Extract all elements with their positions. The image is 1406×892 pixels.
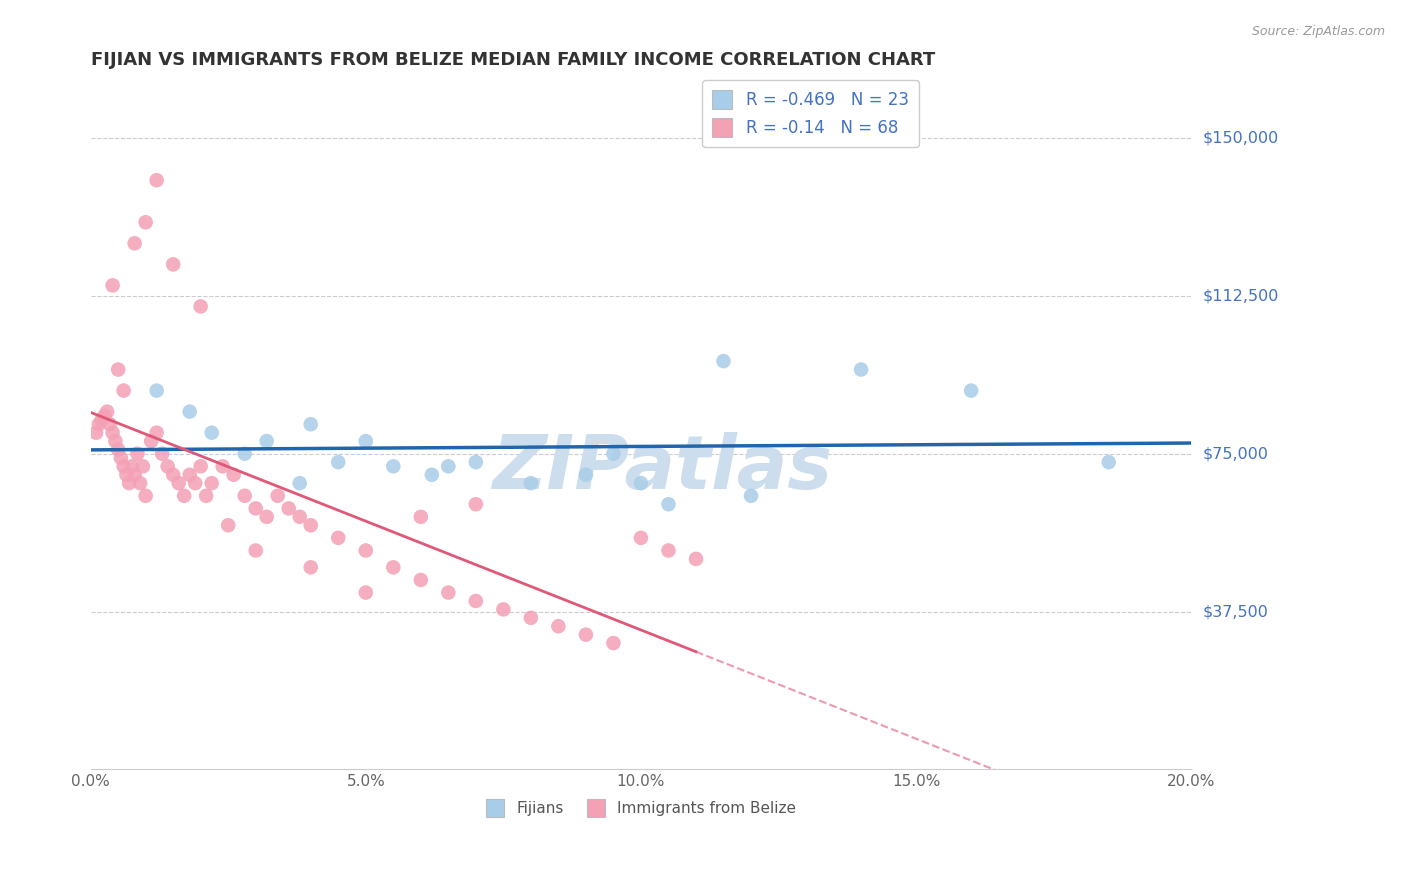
Point	[382, 459, 405, 474]
Point	[118, 476, 141, 491]
Point	[267, 489, 290, 503]
Point	[162, 467, 184, 482]
Point	[256, 434, 278, 448]
Point	[107, 362, 129, 376]
Point	[299, 518, 322, 533]
Point	[141, 434, 163, 448]
Point	[145, 173, 167, 187]
Point	[277, 501, 299, 516]
Point	[657, 543, 679, 558]
Text: $75,000: $75,000	[1202, 446, 1268, 461]
Point	[464, 455, 486, 469]
Point	[256, 509, 278, 524]
Text: Source: ZipAtlas.com: Source: ZipAtlas.com	[1251, 25, 1385, 38]
Point	[179, 404, 201, 418]
Point	[602, 447, 624, 461]
Point	[1098, 455, 1121, 469]
Point	[602, 636, 624, 650]
Point	[409, 509, 432, 524]
Point	[135, 489, 157, 503]
Point	[657, 497, 679, 511]
Point	[121, 459, 143, 474]
Point	[713, 354, 735, 368]
Point	[173, 489, 195, 503]
Point	[960, 384, 983, 398]
Point	[93, 409, 115, 423]
Point	[328, 531, 350, 545]
Point	[90, 413, 112, 427]
Point	[107, 442, 129, 457]
Point	[115, 467, 138, 482]
Point	[630, 531, 652, 545]
Point	[195, 489, 218, 503]
Point	[101, 425, 124, 440]
Point	[288, 476, 311, 491]
Point	[437, 459, 460, 474]
Point	[132, 459, 155, 474]
Point	[849, 362, 872, 376]
Legend: Fijians, Immigrants from Belize: Fijians, Immigrants from Belize	[479, 793, 803, 823]
Point	[233, 489, 256, 503]
Point	[135, 215, 157, 229]
Point	[211, 459, 233, 474]
Point	[190, 300, 212, 314]
Point	[464, 497, 486, 511]
Point	[127, 447, 149, 461]
Point	[354, 434, 377, 448]
Point	[233, 447, 256, 461]
Point	[409, 573, 432, 587]
Point	[201, 425, 224, 440]
Point	[129, 476, 152, 491]
Point	[162, 257, 184, 271]
Point	[124, 467, 146, 482]
Point	[354, 543, 377, 558]
Point	[156, 459, 179, 474]
Point	[354, 585, 377, 599]
Point	[96, 404, 118, 418]
Point	[382, 560, 405, 574]
Point	[328, 455, 350, 469]
Point	[167, 476, 190, 491]
Point	[201, 476, 224, 491]
Point	[87, 417, 110, 432]
Text: $150,000: $150,000	[1202, 130, 1278, 145]
Text: FIJIAN VS IMMIGRANTS FROM BELIZE MEDIAN FAMILY INCOME CORRELATION CHART: FIJIAN VS IMMIGRANTS FROM BELIZE MEDIAN …	[90, 51, 935, 69]
Point	[575, 627, 598, 641]
Point	[630, 476, 652, 491]
Point	[124, 236, 146, 251]
Point	[492, 602, 515, 616]
Point	[104, 434, 127, 448]
Point	[299, 417, 322, 432]
Point	[84, 425, 107, 440]
Point	[150, 447, 173, 461]
Point	[299, 560, 322, 574]
Point	[520, 476, 543, 491]
Point	[222, 467, 245, 482]
Point	[145, 384, 167, 398]
Point	[101, 278, 124, 293]
Point	[288, 509, 311, 524]
Text: $112,500: $112,500	[1202, 288, 1278, 303]
Point	[520, 611, 543, 625]
Point	[245, 501, 267, 516]
Point	[740, 489, 762, 503]
Point	[217, 518, 239, 533]
Point	[98, 417, 121, 432]
Point	[685, 552, 707, 566]
Point	[145, 425, 167, 440]
Point	[184, 476, 207, 491]
Point	[575, 467, 598, 482]
Point	[437, 585, 460, 599]
Point	[112, 459, 135, 474]
Point	[190, 459, 212, 474]
Text: $37,500: $37,500	[1202, 604, 1268, 619]
Point	[245, 543, 267, 558]
Point	[420, 467, 443, 482]
Point	[112, 384, 135, 398]
Point	[547, 619, 569, 633]
Point	[110, 450, 132, 465]
Text: ZIPatlas: ZIPatlas	[494, 432, 832, 505]
Point	[464, 594, 486, 608]
Point	[179, 467, 201, 482]
